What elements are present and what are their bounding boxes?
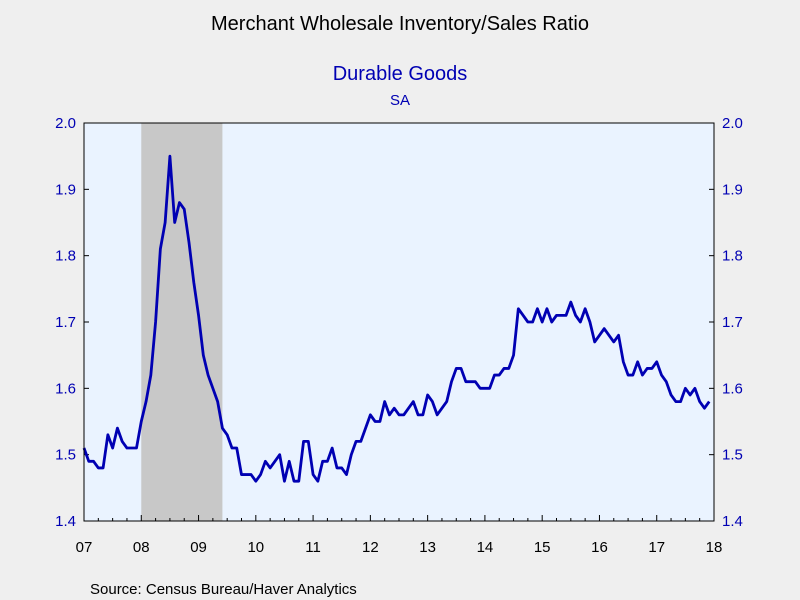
plot-frame — [83, 122, 715, 522]
ytick-label-right: 1.8 — [722, 248, 743, 265]
xtick-label: 14 — [477, 539, 494, 556]
chart-title: Merchant Wholesale Inventory/Sales Ratio — [211, 13, 589, 35]
ytick-label-right: 2.0 — [722, 115, 743, 132]
chart-subtitle: Durable Goods — [333, 63, 468, 85]
ytick-label-left: 1.4 — [55, 513, 76, 530]
series-line — [82, 154, 711, 483]
ytick-label-right: 1.6 — [722, 380, 743, 397]
xtick-label: 09 — [190, 539, 207, 556]
xtick-label: 10 — [247, 539, 264, 556]
ytick-label-right: 1.5 — [722, 447, 743, 464]
ytick-label-left: 1.8 — [55, 248, 76, 265]
xtick-label: 13 — [419, 539, 436, 556]
ytick-label-right: 1.7 — [722, 314, 743, 331]
source-note: Source: Census Bureau/Haver Analytics — [90, 581, 357, 598]
xtick-label: 07 — [76, 539, 93, 556]
ytick-label-right: 1.9 — [722, 181, 743, 198]
ytick-label-left: 1.5 — [55, 447, 76, 464]
recession-shading — [141, 123, 223, 521]
ytick-label-left: 2.0 — [55, 115, 76, 132]
xtick-label: 08 — [133, 539, 150, 556]
chart-subtitle-sa: SA — [390, 92, 410, 109]
ytick-label-right: 1.4 — [722, 513, 743, 530]
ytick-label-left: 1.9 — [55, 181, 76, 198]
xtick-label: 18 — [706, 539, 723, 556]
xtick-label: 12 — [362, 539, 379, 556]
xtick-label: 17 — [648, 539, 665, 556]
ytick-label-left: 1.7 — [55, 314, 76, 331]
xtick-label: 15 — [534, 539, 551, 556]
xtick-label: 11 — [305, 539, 321, 556]
xtick-label: 16 — [591, 539, 608, 556]
ytick-label-left: 1.6 — [55, 380, 76, 397]
